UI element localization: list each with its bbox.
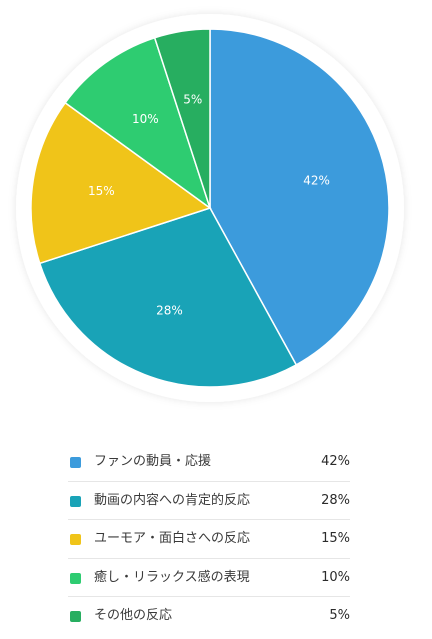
pie-slices xyxy=(30,28,390,388)
legend-swatch xyxy=(70,534,81,545)
legend-swatch xyxy=(70,611,81,622)
legend-label: 癒し・リラックス感の表現 xyxy=(94,569,250,585)
legend-percentage: 28% xyxy=(321,492,350,508)
legend-percentage: 42% xyxy=(321,454,350,469)
legend-percentage: 10% xyxy=(321,569,350,585)
legend-label: その他の反応 xyxy=(94,608,173,623)
legend-percentage: 5% xyxy=(329,608,350,623)
pie-chart-svg: 42% 28% 15% 10% 5% xyxy=(16,14,404,402)
slice-data-label: 15% xyxy=(88,184,115,198)
legend-item: ファンの動員・応援 42% xyxy=(68,443,350,482)
legend-label: ファンの動員・応援 xyxy=(94,454,212,469)
legend-swatch xyxy=(70,572,81,584)
slice-data-label: 28% xyxy=(156,303,183,317)
slice-data-label: 10% xyxy=(132,112,159,126)
pie-slice xyxy=(38,207,298,388)
slice-data-label: 42% xyxy=(303,174,330,188)
legend-item: その他の反応 5% xyxy=(68,597,350,636)
pie-slice xyxy=(209,28,390,366)
pie-slice-labels: 42% 28% 15% 10% 5% xyxy=(88,92,330,317)
pie-chart: 42% 28% 15% 10% 5% xyxy=(16,14,404,402)
legend-label: ユーモア・面白さへの反応 xyxy=(94,531,251,546)
legend-item: 癒し・リラックス感の表現 10% xyxy=(68,559,350,597)
legend-swatch xyxy=(70,457,81,468)
legend-label: 動画の内容への肯定的反応 xyxy=(94,492,251,508)
slice-data-label: 5% xyxy=(183,92,202,106)
pie-slice xyxy=(64,36,212,210)
legend-item: 動画の内容への肯定的反応 28% xyxy=(68,482,350,520)
legend: ファンの動員・応援 42% 動画の内容への肯定的反応 28% ユーモア・面白さへ… xyxy=(68,443,350,636)
pie-slice xyxy=(30,101,212,265)
legend-percentage: 15% xyxy=(321,531,350,546)
pie-slice xyxy=(153,28,211,209)
legend-item: ユーモア・面白さへの反応 15% xyxy=(68,520,350,559)
legend-swatch xyxy=(70,495,81,507)
